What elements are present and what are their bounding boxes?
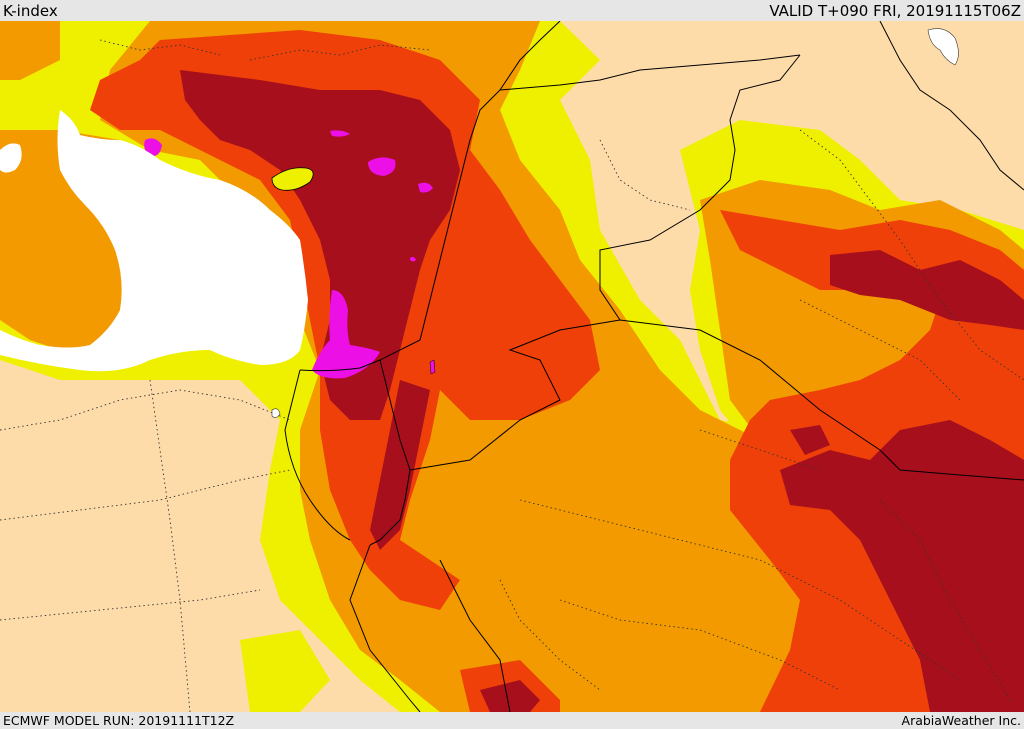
country-borders (284, 21, 1024, 712)
forecast-map (0, 21, 1024, 712)
footer-bar: ECMWF MODEL RUN: 20191111T12Z ArabiaWeat… (0, 712, 1024, 729)
mediterranean-sea (0, 110, 308, 372)
k-level-5-regions (144, 130, 433, 379)
k-level-4-regions (180, 70, 1024, 712)
header-bar: K-index VALID T+090 FRI, 20191115T06Z (0, 0, 1024, 21)
lake-top-right (927, 28, 959, 66)
cyprus-island (271, 167, 314, 191)
dead-sea (429, 359, 436, 375)
model-run-label: ECMWF MODEL RUN: 20191111T12Z (3, 713, 235, 728)
credit-label: ArabiaWeather Inc. (901, 713, 1021, 728)
internal-borders (0, 39, 1024, 712)
valid-time: VALID T+090 FRI, 20191115T06Z (769, 1, 1021, 20)
k-index-map-svg (0, 21, 1024, 712)
lake-small (271, 408, 281, 418)
aegean-sea (0, 143, 22, 173)
map-title: K-index (3, 1, 58, 20)
